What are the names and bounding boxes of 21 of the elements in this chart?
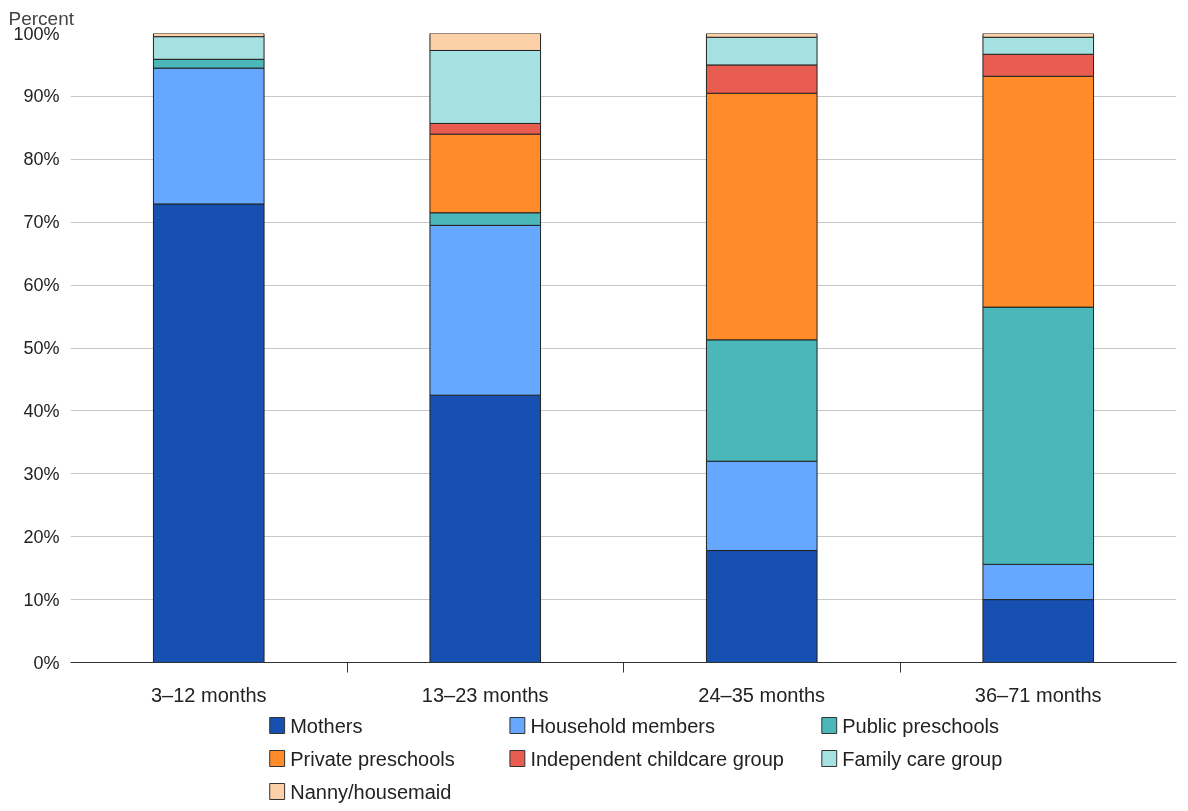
legend-label: Family care group bbox=[842, 747, 1003, 770]
legend-label: Public preschools bbox=[842, 714, 1000, 737]
y-tick-label: 20% bbox=[23, 526, 60, 547]
x-tick-label: 13–23 months bbox=[421, 683, 549, 706]
y-tick-label: 70% bbox=[23, 212, 60, 233]
y-tick-label: 30% bbox=[23, 463, 60, 484]
y-tick-label: 40% bbox=[23, 400, 60, 421]
y-tick-label: 10% bbox=[23, 589, 60, 610]
y-tick-label: 0% bbox=[33, 652, 60, 673]
x-tick-label: 3–12 months bbox=[150, 683, 267, 706]
x-tick-label: 24–35 months bbox=[698, 683, 826, 706]
legend-label: Nanny/housemaid bbox=[290, 780, 452, 803]
y-tick-label: 80% bbox=[23, 149, 60, 170]
x-tick-label: 36–71 months bbox=[974, 683, 1102, 706]
legend-label: Household members bbox=[530, 714, 715, 737]
legend-label: Mothers bbox=[290, 714, 363, 737]
legend-label: Independent childcare group bbox=[530, 747, 784, 770]
legend-label: Private preschools bbox=[290, 747, 455, 770]
y-tick-label: 60% bbox=[23, 275, 60, 296]
y-tick-label: 90% bbox=[23, 86, 60, 107]
y-tick-label: 50% bbox=[23, 338, 60, 358]
